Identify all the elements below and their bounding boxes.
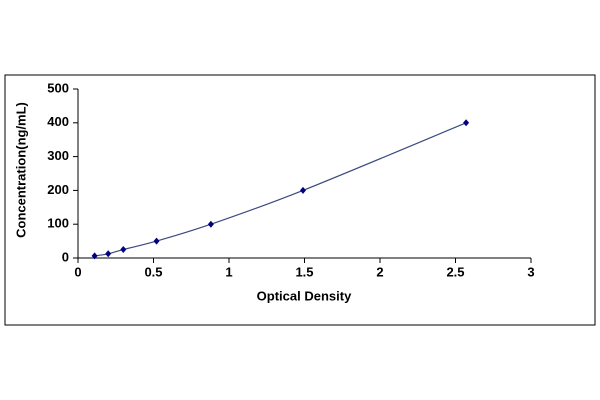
x-tick-label: 2.5	[446, 264, 464, 279]
y-axis-label: Concentration(ng/mL)	[13, 102, 28, 238]
y-tick-label: 200	[47, 182, 69, 197]
data-point	[299, 186, 306, 194]
data-point	[120, 246, 127, 254]
x-tick-label: 2	[376, 264, 383, 279]
x-tick-label: 0.5	[144, 264, 162, 279]
x-axis-label: Optical Density	[257, 288, 352, 303]
x-tick-label: 1	[225, 264, 232, 279]
chart-frame	[4, 74, 596, 326]
y-tick-label: 0	[62, 249, 69, 264]
x-tick-label: 1.5	[295, 264, 313, 279]
data-point	[207, 220, 214, 228]
y-tick-label: 400	[47, 114, 69, 129]
data-point	[91, 252, 98, 260]
data-point	[105, 250, 112, 258]
data-point	[463, 119, 470, 127]
y-tick-label: 500	[47, 80, 69, 95]
x-tick-label: 0	[74, 264, 81, 279]
data-point	[153, 237, 160, 245]
y-tick-label: 100	[47, 216, 69, 231]
y-tick-label: 300	[47, 148, 69, 163]
x-tick-label: 3	[527, 264, 534, 279]
